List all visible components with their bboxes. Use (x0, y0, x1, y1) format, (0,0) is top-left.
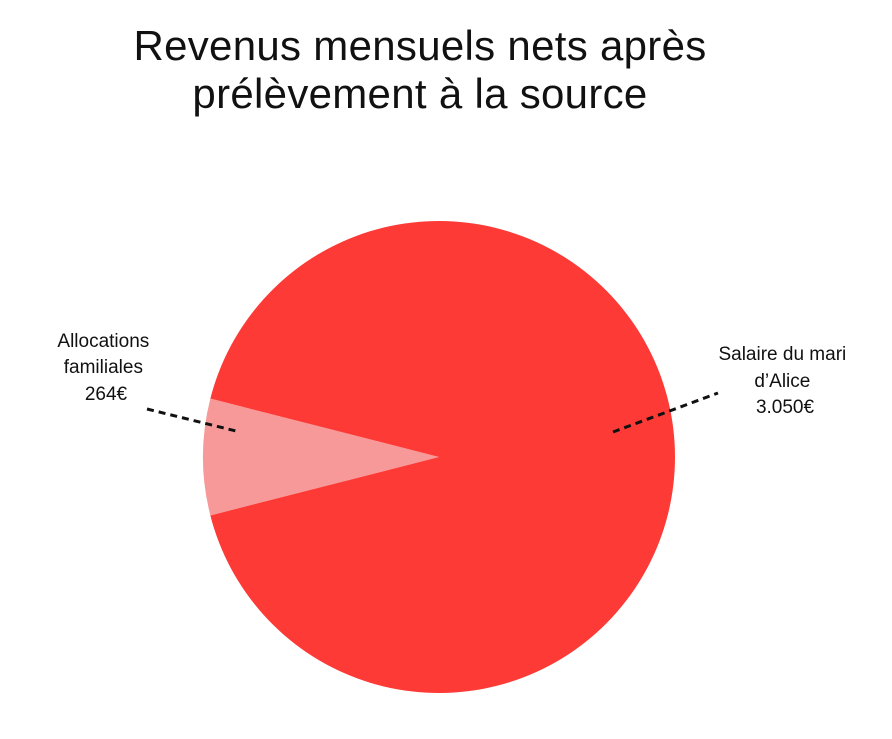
pie-slices (203, 221, 676, 693)
slice-label-allocations-value: 264€ (85, 384, 128, 405)
slice-label-allocations-line-2: familiales (64, 357, 143, 378)
pie-slice-salaire (210, 221, 676, 693)
pie-slice-allocations (203, 398, 439, 516)
chart-title-line-2: prélèvement à la source (192, 70, 648, 117)
chart-title-line-1: Revenus mensuels nets après (133, 22, 707, 69)
slice-label-salaire: Salaire du mari d’Alice 3.050€ (718, 344, 851, 418)
leader-line-salaire (612, 391, 719, 434)
slice-label-allocations-line-1: Allocations (57, 331, 149, 352)
slice-label-allocations: Allocations familiales 264€ (57, 331, 154, 405)
slice-label-salaire-line-1: Salaire du mari (718, 344, 846, 365)
slice-label-salaire-value: 3.050€ (756, 397, 815, 418)
leader-line-allocations (146, 407, 241, 434)
slice-label-salaire-line-2: d’Alice (754, 371, 810, 392)
chart-title: Revenus mensuels nets après prélèvement … (0, 22, 840, 118)
